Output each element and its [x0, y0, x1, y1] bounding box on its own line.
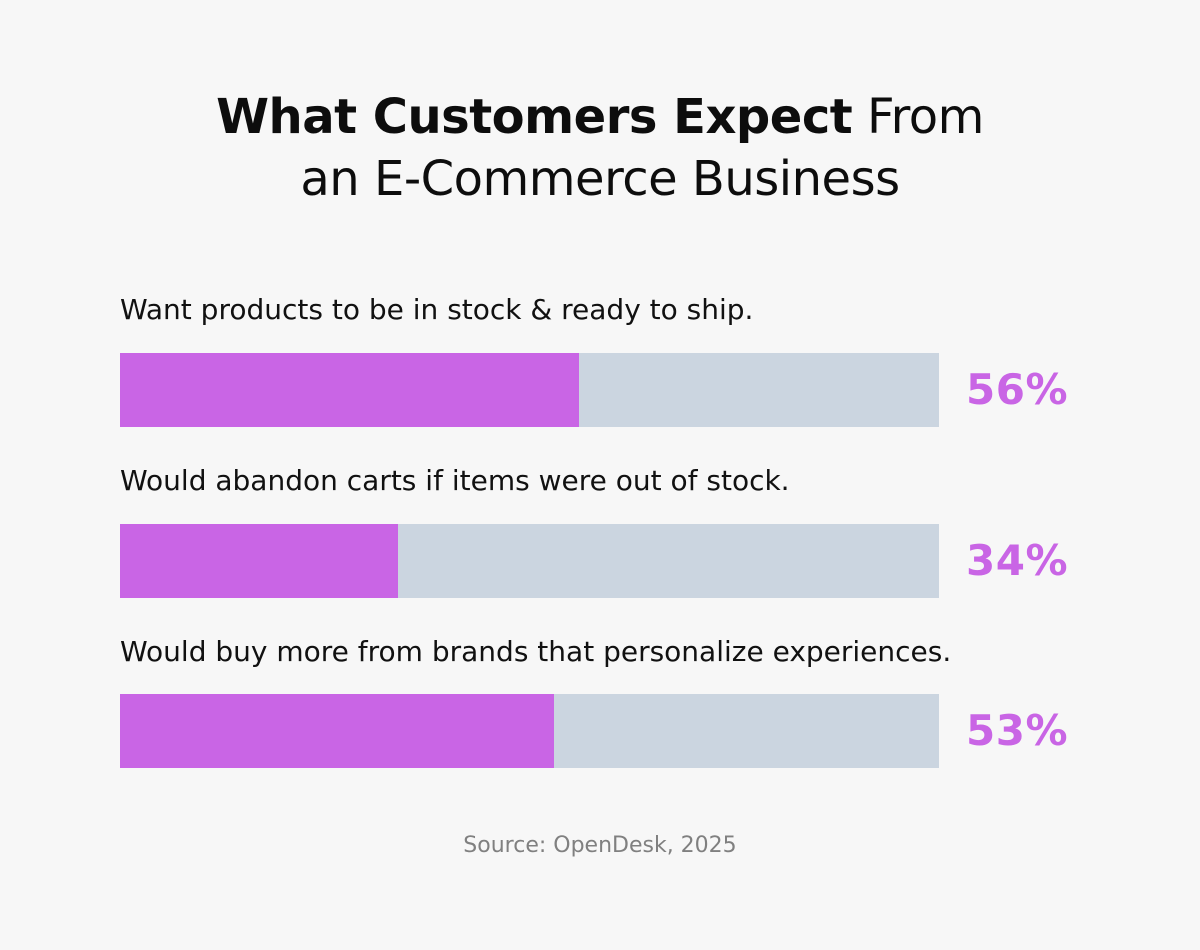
bar-track-2	[120, 524, 939, 598]
bar-value-3: 53%	[966, 706, 1069, 755]
bar-label-1: Want products to be in stock & ready to …	[120, 293, 754, 326]
bar-track-3	[120, 694, 939, 768]
title-regular-part: From	[852, 89, 984, 145]
bar-fill-2	[120, 524, 399, 598]
bar-label-3: Would buy more from brands that personal…	[120, 635, 952, 668]
bar-fill-3	[120, 694, 555, 768]
bar-label-2: Would abandon carts if items were out of…	[120, 464, 790, 497]
bar-track-1	[120, 353, 939, 427]
bar-fill-1	[120, 353, 579, 427]
chart-title: What Customers Expect From an E-Commerce…	[0, 86, 1200, 210]
title-line-2: an E-Commerce Business	[300, 151, 900, 207]
bar-value-1: 56%	[966, 365, 1069, 414]
bar-value-2: 34%	[966, 536, 1069, 585]
source-note: Source: OpenDesk, 2025	[463, 833, 737, 858]
title-bold-part: What Customers Expect	[216, 89, 853, 145]
